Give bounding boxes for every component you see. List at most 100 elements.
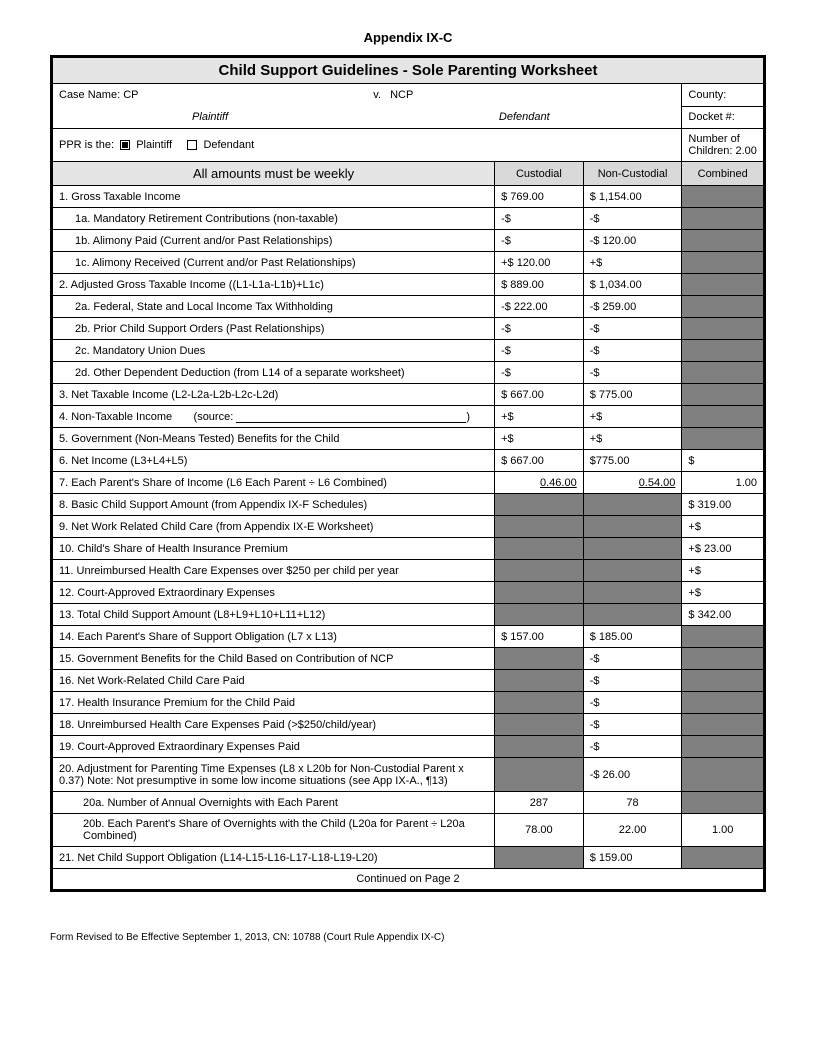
row-20b-m: 1.00 [682,814,765,847]
ppr-label: PPR is the: [59,139,114,151]
row-7-n: 0.54.00 [583,472,682,494]
row-15-desc: 15. Government Benefits for the Child Ba… [52,648,495,670]
row-2d-m [682,362,765,384]
col-header-main: All amounts must be weekly [52,162,495,186]
row-4-c: +$ [495,406,584,428]
row-15-c [495,648,584,670]
row-8-desc: 8. Basic Child Support Amount (from Appe… [52,494,495,516]
row-2b-n: -$ [583,318,682,340]
row-9-m: +$ [682,516,765,538]
row-3-desc: 3. Net Taxable Income (L2-L2a-L2b-L2c-L2… [52,384,495,406]
row-12-m: +$ [682,582,765,604]
row-15-m [682,648,765,670]
row-21-m [682,847,765,869]
row-8-m: $ 319.00 [682,494,765,516]
row-20-n: -$ 26.00 [583,758,682,792]
county-label: County: [688,89,726,101]
row-6-c: $ 667.00 [495,450,584,472]
row-1b-n: -$ 120.00 [583,230,682,252]
row-10-m: +$ 23.00 [682,538,765,560]
row-2a-c: -$ 222.00 [495,296,584,318]
appendix-label: Appendix IX-C [50,30,766,45]
row-3-m [682,384,765,406]
row-14-n: $ 185.00 [583,626,682,648]
row-3-c: $ 667.00 [495,384,584,406]
continued-label: Continued on Page 2 [52,869,765,891]
case-name-label: Case Name: [59,89,120,101]
docket-label: Docket #: [688,111,734,123]
row-16-desc: 16. Net Work-Related Child Care Paid [52,670,495,692]
row-9-c [495,516,584,538]
row-19-desc: 19. Court-Approved Extraordinary Expense… [52,736,495,758]
row-7-m: 1.00 [682,472,765,494]
row-6-desc: 6. Net Income (L3+L4+L5) [52,450,495,472]
row-17-n: -$ [583,692,682,714]
row-11-c [495,560,584,582]
row-2-desc: 2. Adjusted Gross Taxable Income ((L1-L1… [52,274,495,296]
row-12-c [495,582,584,604]
row-7-c: 0.46.00 [495,472,584,494]
row-12-n [583,582,682,604]
row-4-desc: 4. Non-Taxable Income (source: ) [52,406,495,428]
row-10-desc: 10. Child's Share of Health Insurance Pr… [52,538,495,560]
ppr-plaintiff-checkbox[interactable] [120,140,130,150]
col-header-noncustodial: Non-Custodial [583,162,682,186]
row-16-m [682,670,765,692]
row-18-c [495,714,584,736]
row-20a-c: 287 [495,792,584,814]
row-1-m [682,186,765,208]
row-16-n: -$ [583,670,682,692]
row-2a-m [682,296,765,318]
row-2-m [682,274,765,296]
row-7-desc: 7. Each Parent's Share of Income (L6 Eac… [52,472,495,494]
row-18-n: -$ [583,714,682,736]
row-2a-desc: 2a. Federal, State and Local Income Tax … [52,296,495,318]
row-1b-desc: 1b. Alimony Paid (Current and/or Past Re… [52,230,495,252]
form-footer: Form Revised to Be Effective September 1… [50,932,766,943]
row-2-c: $ 889.00 [495,274,584,296]
row-2d-desc: 2d. Other Dependent Deduction (from L14 … [52,362,495,384]
defendant-name: NCP [390,89,413,101]
row-1a-m [682,208,765,230]
row-8-n [583,494,682,516]
row-11-desc: 11. Unreimbursed Health Care Expenses ov… [52,560,495,582]
row-1-c: $ 769.00 [495,186,584,208]
row-2-n: $ 1,034.00 [583,274,682,296]
row-5-desc: 5. Government (Non-Means Tested) Benefit… [52,428,495,450]
row-1c-n: +$ [583,252,682,274]
vs-label: v. [373,89,381,101]
row-12-desc: 12. Court-Approved Extraordinary Expense… [52,582,495,604]
row-21-c [495,847,584,869]
row-19-c [495,736,584,758]
row-1b-c: -$ [495,230,584,252]
row-2c-c: -$ [495,340,584,362]
row-11-m: +$ [682,560,765,582]
row-20-c [495,758,584,792]
row-2b-desc: 2b. Prior Child Support Orders (Past Rel… [52,318,495,340]
row-20a-m [682,792,765,814]
row-20-desc: 20. Adjustment for Parenting Time Expens… [52,758,495,792]
row-2c-n: -$ [583,340,682,362]
row-19-n: -$ [583,736,682,758]
ppr-defendant-checkbox[interactable] [187,140,197,150]
row-2b-c: -$ [495,318,584,340]
ppr-plaintiff-label: Plaintiff [136,139,172,151]
row-10-c [495,538,584,560]
row-20a-desc: 20a. Number of Annual Overnights with Ea… [52,792,495,814]
row-21-n: $ 159.00 [583,847,682,869]
row-20b-c: 78.00 [495,814,584,847]
row-6-n: $775.00 [583,450,682,472]
row-2b-m [682,318,765,340]
row-17-desc: 17. Health Insurance Premium for the Chi… [52,692,495,714]
row-2d-c: -$ [495,362,584,384]
row-1-desc: 1. Gross Taxable Income [52,186,495,208]
row-19-m [682,736,765,758]
children-label: Number of Children: [688,133,739,157]
row-1a-c: -$ [495,208,584,230]
row-20-m [682,758,765,792]
row-1b-m [682,230,765,252]
row-15-n: -$ [583,648,682,670]
row-18-m [682,714,765,736]
row-13-desc: 13. Total Child Support Amount (L8+L9+L1… [52,604,495,626]
row-1a-desc: 1a. Mandatory Retirement Contributions (… [52,208,495,230]
